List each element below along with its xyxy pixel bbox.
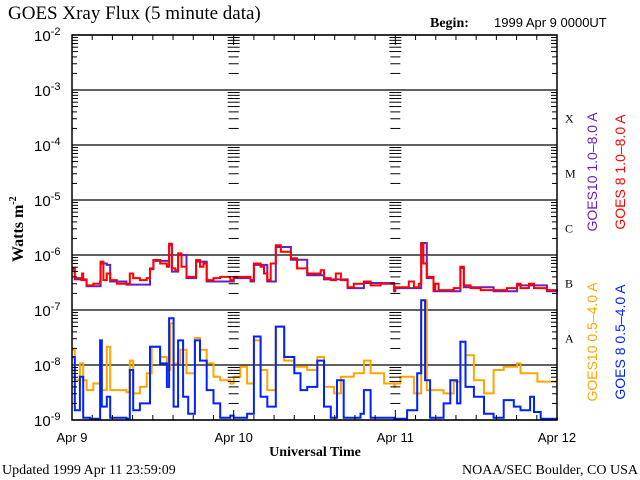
y-tick-exponent: -4 [51,136,61,148]
y-tick-base: 10 [34,248,51,265]
y-tick-base: 10 [34,83,51,100]
y-axis-label-exponent: -2 [8,196,19,204]
flare-class-label: B [565,277,573,291]
flare-class-label: C [565,222,573,236]
legend-entry: GOES 8 0.5–4.0 A [612,284,628,400]
y-tick-base: 10 [34,303,51,320]
y-tick-exponent: -9 [51,411,61,423]
series-line [72,242,558,292]
legend-entry: GOES10 1.0–8.0 A [584,112,600,232]
x-tick-label: Apr 9 [56,430,87,445]
y-tick-exponent: -8 [51,356,61,368]
updated-timestamp: Updated 1999 Apr 11 23:59:09 [2,463,176,478]
series-line [72,299,557,395]
x-axis-label: Universal Time [269,445,361,460]
flare-class-label: M [565,167,576,181]
series-group [72,242,558,420]
x-tick-label: Apr 10 [215,430,253,445]
y-tick-exponent: -7 [51,301,61,313]
y-tick-label: 10-9 [34,411,60,430]
x-tick-labels: Apr 9 Apr 10 Apr 11 Apr 12 [56,430,576,445]
y-tick-base: 10 [34,413,51,430]
flare-class-label: A [565,332,574,346]
begin-value: 1999 Apr 9 0000UT [494,15,607,30]
y-tick-label: 10-7 [34,301,60,320]
legend-entry: GOES10 0.5–4.0 A [584,282,600,402]
y-tick-labels: 10-210-310-410-510-610-710-810-9 [34,26,60,430]
y-tick-base: 10 [34,138,51,155]
axes [71,34,558,421]
y-tick-base: 10 [34,358,51,375]
x-tick-label: Apr 12 [538,430,576,445]
y-tick-label: 10-6 [34,246,60,265]
grid [72,34,557,421]
y-tick-base: 10 [34,193,51,210]
flare-class-labels: X M C B A [565,112,576,346]
y-tick-label: 10-8 [34,356,60,375]
y-tick-exponent: -2 [51,26,61,38]
series-line [72,299,558,420]
credit-text: NOAA/SEC Boulder, CO USA [462,463,639,478]
y-tick-label: 10-3 [34,81,60,100]
y-tick-label: 10-5 [34,191,60,210]
flare-class-label: X [565,112,574,126]
y-tick-label: 10-2 [34,26,60,45]
legend: GOES10 1.0–8.0 A GOES 8 1.0–8.0 A GOES10 0… [584,112,628,402]
legend-entry: GOES 8 1.0–8.0 A [612,114,628,230]
y-axis-label-text: Watts m [10,204,27,262]
y-axis-label: Watts m-2 [8,196,27,262]
y-tick-base: 10 [34,28,51,45]
y-tick-label: 10-4 [34,136,60,155]
y-tick-exponent: -3 [51,81,61,93]
chart-title: GOES Xray Flux (5 minute data) [8,3,261,24]
y-tick-exponent: -5 [51,191,61,203]
y-tick-exponent: -6 [51,246,61,258]
plot-frame [71,34,558,421]
begin-label: Begin: [430,16,469,31]
x-tick-label: Apr 11 [377,430,414,445]
series-line [72,242,558,293]
